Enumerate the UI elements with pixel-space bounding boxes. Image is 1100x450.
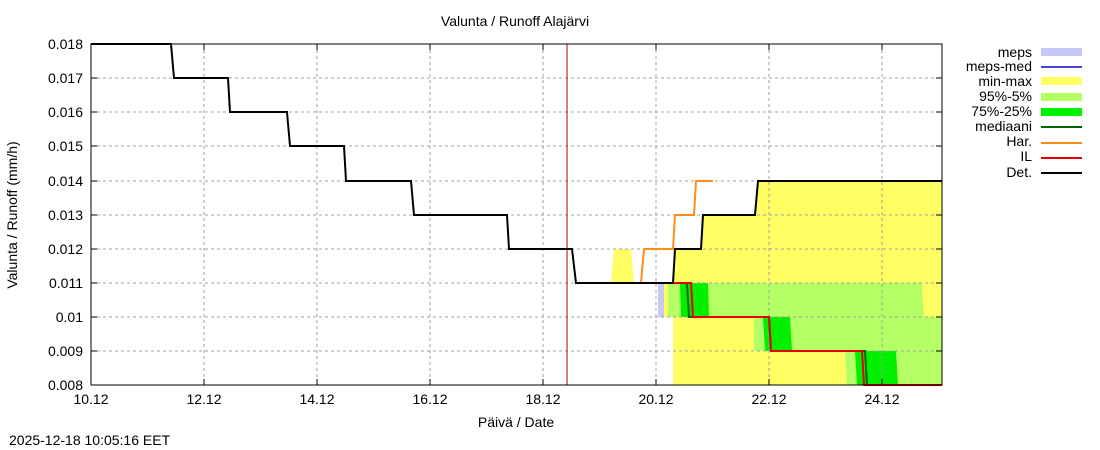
y-tick-label: 0.015 <box>48 138 83 154</box>
band-75-25-a <box>680 283 709 317</box>
band-75-25-b <box>763 317 792 351</box>
legend-label-har: Har. <box>1006 133 1032 149</box>
x-tick-label: 24.12 <box>864 391 899 407</box>
x-ticks <box>203 44 883 385</box>
y-tick-label: 0.018 <box>48 36 83 52</box>
legend-swatch-95-5 <box>1041 93 1082 101</box>
legend-label-det: Det. <box>1006 164 1032 180</box>
band-95-5-a <box>667 283 924 317</box>
band-95-5-b <box>752 317 942 351</box>
series-lines <box>91 43 942 386</box>
x-tick-label: 22.12 <box>751 391 786 407</box>
y-tick-label: 0.008 <box>48 377 83 393</box>
x-axis-label: Päivä / Date <box>478 414 554 430</box>
line-il <box>673 282 942 386</box>
x-tick-label: 10.12 <box>73 391 108 407</box>
x-tick-label: 20.12 <box>638 391 673 407</box>
legend-label-min-max: min-max <box>978 73 1032 89</box>
legend-swatch-min-max <box>1041 77 1082 85</box>
legend-label-meps: meps <box>998 44 1032 60</box>
y-tick-label: 0.011 <box>49 275 83 291</box>
y-tick-label: 0.01 <box>56 309 83 325</box>
line-har <box>640 180 713 284</box>
band-min-max-early <box>611 249 634 283</box>
legend-swatch-75-25 <box>1041 108 1082 116</box>
y-tick-label: 0.014 <box>48 173 83 189</box>
legend-label-75-25: 75%-25% <box>971 103 1032 119</box>
chart-title: Valunta / Runoff Alajärvi <box>441 13 589 29</box>
x-tick-label: 16.12 <box>412 391 447 407</box>
y-tick-label: 0.013 <box>48 207 83 223</box>
y-axis-label: Valunta / Runoff (mm/h) <box>4 141 20 288</box>
legend-label-95-5: 95%-5% <box>979 88 1032 104</box>
line-det <box>91 43 942 284</box>
x-tick-label: 14.12 <box>299 391 334 407</box>
band-min-max-sliver2 <box>751 317 754 351</box>
legend-label-meps-med: meps-med <box>966 58 1032 74</box>
timestamp: 2025-12-18 10:05:16 EET <box>9 432 171 448</box>
y-ticks <box>91 77 942 352</box>
y-tick-label: 0.009 <box>48 343 83 359</box>
legend: meps meps-med min-max 95%-5% 75%-25% med… <box>966 44 1082 180</box>
legend-swatch-meps <box>1041 48 1082 56</box>
legend-label-mediaani: mediaani <box>975 118 1032 134</box>
band-min-max-sliver1 <box>664 283 668 317</box>
x-tick-label: 12.12 <box>186 391 221 407</box>
y-tick-label: 0.016 <box>48 104 83 120</box>
y-tick-label: 0.017 <box>48 70 83 86</box>
legend-label-il: IL <box>1020 148 1032 164</box>
y-tick-labels: 0.018 0.017 0.016 0.015 0.014 0.013 0.01… <box>48 36 83 393</box>
x-tick-label: 18.12 <box>525 391 560 407</box>
y-tick-label: 0.012 <box>48 241 83 257</box>
x-tick-labels: 10.12 12.12 14.12 16.12 18.12 20.12 22.1… <box>73 391 899 407</box>
